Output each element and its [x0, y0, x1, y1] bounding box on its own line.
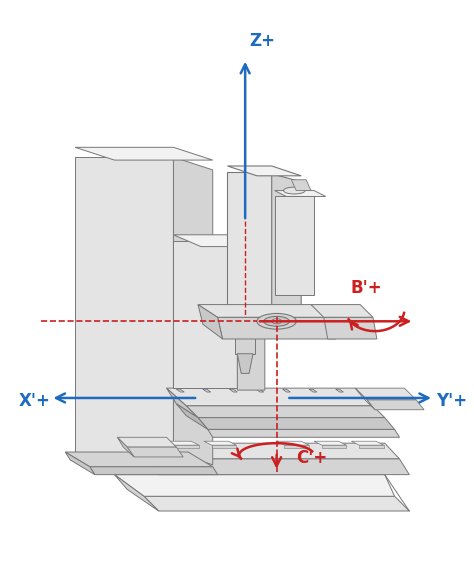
- Polygon shape: [65, 452, 213, 467]
- Polygon shape: [118, 437, 134, 457]
- Polygon shape: [114, 475, 159, 511]
- Polygon shape: [311, 305, 373, 318]
- Polygon shape: [208, 429, 400, 437]
- Polygon shape: [272, 174, 301, 314]
- Polygon shape: [204, 441, 237, 445]
- Text: X'+: X'+: [19, 392, 51, 410]
- Polygon shape: [129, 441, 162, 445]
- Polygon shape: [173, 241, 237, 388]
- Text: C'+: C'+: [296, 449, 328, 467]
- Polygon shape: [212, 445, 237, 448]
- Ellipse shape: [264, 316, 290, 326]
- Polygon shape: [166, 441, 199, 445]
- Ellipse shape: [257, 314, 296, 329]
- Text: B'+: B'+: [350, 279, 382, 297]
- Polygon shape: [314, 441, 346, 445]
- Polygon shape: [75, 157, 173, 452]
- Polygon shape: [228, 172, 272, 310]
- Polygon shape: [198, 417, 394, 429]
- Polygon shape: [186, 406, 385, 417]
- Polygon shape: [173, 157, 213, 465]
- Polygon shape: [127, 447, 183, 457]
- Polygon shape: [237, 354, 253, 374]
- Polygon shape: [149, 459, 410, 475]
- Polygon shape: [309, 389, 317, 392]
- Polygon shape: [355, 388, 416, 400]
- Text: Y'+: Y'+: [436, 392, 467, 410]
- Ellipse shape: [234, 306, 256, 314]
- Polygon shape: [218, 318, 336, 339]
- Polygon shape: [355, 388, 375, 410]
- Polygon shape: [336, 389, 344, 392]
- Polygon shape: [166, 388, 198, 417]
- Polygon shape: [198, 305, 331, 318]
- Polygon shape: [228, 166, 301, 176]
- Ellipse shape: [272, 319, 282, 324]
- Ellipse shape: [283, 187, 305, 194]
- Polygon shape: [176, 389, 184, 392]
- Polygon shape: [173, 235, 265, 247]
- Polygon shape: [274, 191, 326, 196]
- Polygon shape: [90, 467, 218, 475]
- Polygon shape: [284, 445, 309, 448]
- Polygon shape: [65, 452, 95, 475]
- Polygon shape: [359, 445, 384, 448]
- Polygon shape: [119, 443, 400, 459]
- Polygon shape: [229, 389, 237, 392]
- Polygon shape: [274, 196, 314, 295]
- Polygon shape: [176, 404, 208, 429]
- Polygon shape: [166, 388, 373, 406]
- Polygon shape: [235, 310, 255, 354]
- Polygon shape: [351, 441, 384, 445]
- Polygon shape: [137, 445, 162, 448]
- Polygon shape: [203, 389, 211, 392]
- Polygon shape: [114, 475, 394, 496]
- Polygon shape: [367, 400, 424, 410]
- Polygon shape: [144, 496, 410, 511]
- Polygon shape: [118, 437, 176, 447]
- Polygon shape: [277, 441, 309, 445]
- Polygon shape: [322, 445, 346, 448]
- Polygon shape: [198, 305, 223, 339]
- Polygon shape: [292, 180, 311, 191]
- Polygon shape: [119, 443, 159, 475]
- Polygon shape: [283, 389, 291, 392]
- Text: Z+: Z+: [249, 32, 275, 50]
- Polygon shape: [75, 148, 213, 160]
- Polygon shape: [174, 445, 199, 448]
- Polygon shape: [324, 318, 377, 339]
- Polygon shape: [237, 243, 265, 390]
- Polygon shape: [256, 389, 264, 392]
